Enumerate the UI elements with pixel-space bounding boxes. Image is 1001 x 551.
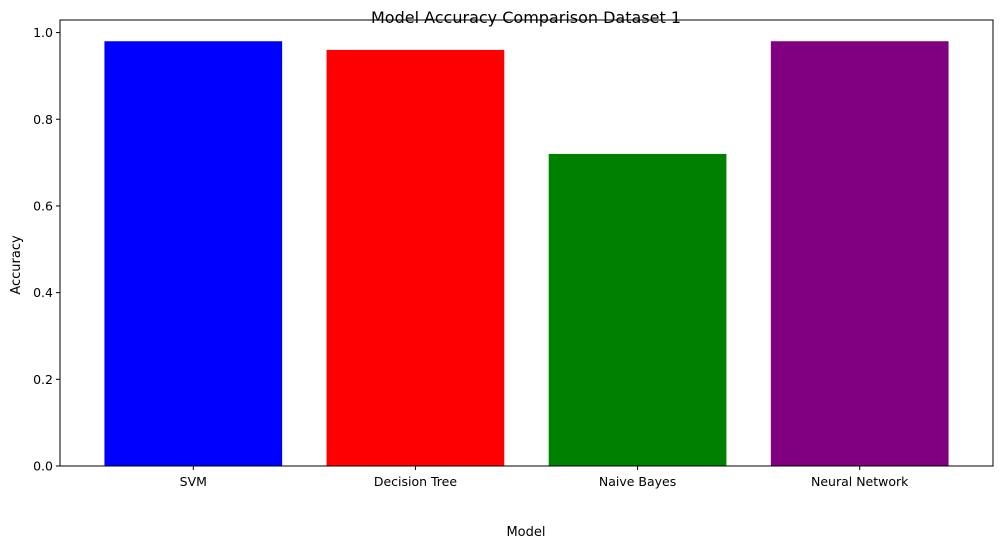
bar-decision-tree: [326, 49, 505, 466]
bar-neural-network: [770, 41, 949, 467]
bar-naive-bayes: [548, 153, 727, 466]
y-tick-label: 0.0: [33, 459, 53, 474]
y-tick-label: 0.6: [33, 198, 53, 213]
y-tick-label: 0.4: [33, 285, 53, 300]
y-tick-label: 1.0: [33, 25, 53, 40]
y-tick-label: 0.8: [33, 112, 53, 127]
plot-frame: [59, 19, 994, 467]
x-tick-label: SVM: [180, 474, 207, 489]
bar-svm: [104, 41, 283, 467]
x-tick-label: Neural Network: [811, 474, 909, 489]
y-ticks-layer: 0.0 0.2 0.4 0.6 0.8 1.0: [33, 25, 60, 474]
x-tick-label: Naive Bayes: [599, 474, 676, 489]
y-tick-label: 0.2: [33, 372, 53, 387]
y-axis-label: Accuracy: [9, 235, 24, 295]
chart-title: Model Accuracy Comparison Dataset 1: [371, 8, 681, 27]
bars-layer: [104, 41, 949, 467]
x-tick-label: Decision Tree: [374, 474, 458, 489]
x-ticks-layer: SVM Decision Tree Naive Bayes Neural Networ…: [180, 466, 909, 489]
x-axis-label: Model: [506, 525, 545, 540]
